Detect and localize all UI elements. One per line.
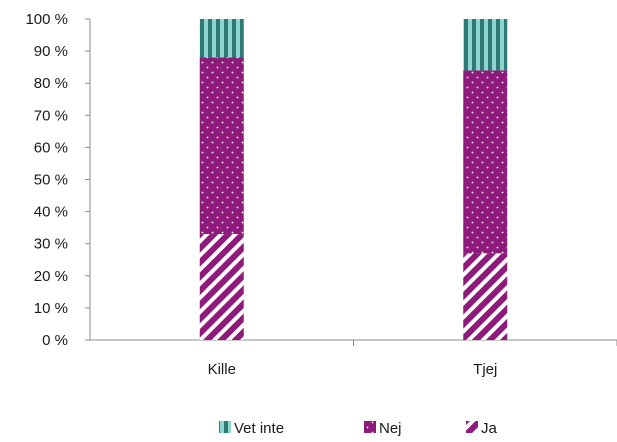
y-tick-label: 40 % (34, 204, 68, 221)
bars: Kille Tjej (199, 19, 508, 378)
bar-segment-vet-inte-kille (199, 19, 244, 58)
legend-swatch-nej (364, 421, 376, 433)
bar-segment-nej-kille (199, 57, 244, 235)
legend: Vet inte Nej Ja (219, 420, 498, 437)
y-tick-label: 10 % (34, 300, 68, 317)
legend-label: Nej (379, 420, 402, 437)
y-tick-label: 30 % (34, 236, 68, 253)
bar-segment-ja-tjej (463, 253, 508, 340)
bar-segment-ja-kille (199, 234, 244, 340)
y-tick-label: 20 % (34, 268, 68, 285)
y-tick-label: 60 % (34, 139, 68, 156)
y-tick-label: 90 % (34, 43, 68, 60)
y-tick-label: 100 % (25, 11, 68, 28)
y-tick-label: 70 % (34, 107, 68, 124)
x-tick-label: Tjej (473, 361, 497, 378)
y-tick-label: 80 % (34, 75, 68, 92)
y-tick-label: 50 % (34, 172, 68, 189)
legend-swatch-ja (466, 421, 478, 433)
legend-label: Ja (481, 420, 498, 437)
bar-segment-vet-inte-tjej (463, 19, 508, 71)
legend-swatch-vet-inte (219, 421, 231, 433)
legend-label: Vet inte (234, 420, 284, 437)
bar-segment-nej-tjej (463, 70, 508, 254)
x-tick-label: Kille (208, 361, 236, 378)
axes: 0 % 10 % 20 % 30 % 40 % 50 % 60 % 70 % 80 % 90 % 1… (25, 11, 617, 349)
y-tick-label: 0 % (42, 332, 68, 349)
